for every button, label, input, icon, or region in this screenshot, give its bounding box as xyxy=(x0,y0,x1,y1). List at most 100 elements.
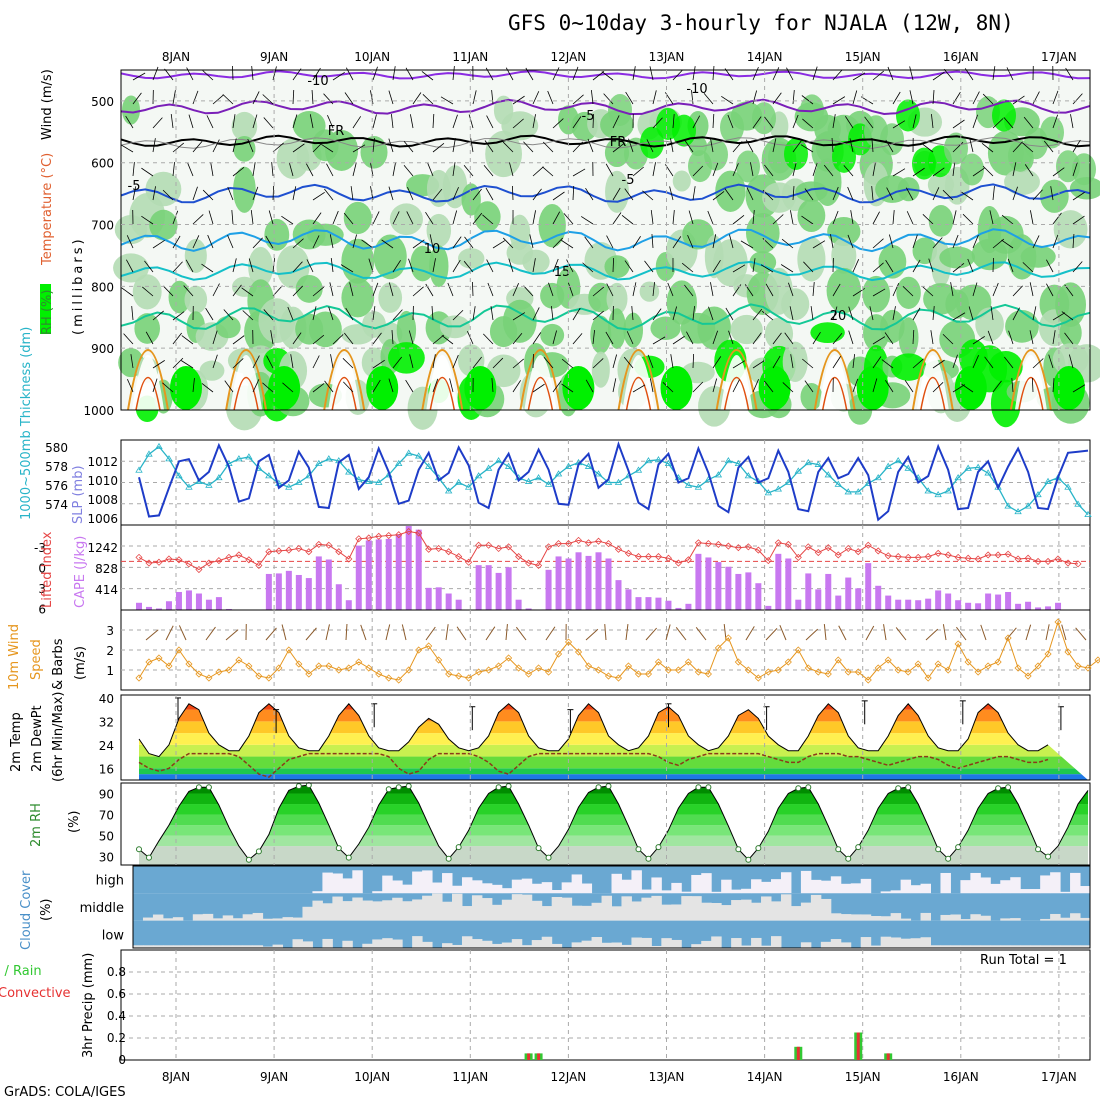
wind-speed-point xyxy=(904,668,912,676)
rh-shade-cell xyxy=(606,282,628,315)
wind-barb-10m xyxy=(456,626,467,641)
lifted-index-point xyxy=(934,549,942,557)
cape-bar xyxy=(755,583,762,610)
wind-barb xyxy=(667,282,674,297)
thickness-point xyxy=(145,450,153,457)
cloud-clear-cell xyxy=(212,945,224,948)
wind-barb xyxy=(707,210,714,225)
cloud-clear-cell xyxy=(1060,945,1071,948)
contour-label: 10 xyxy=(424,242,441,257)
wind-barb xyxy=(532,210,536,225)
lifted-index-point xyxy=(415,529,423,537)
wind-barb xyxy=(649,378,654,393)
isotherm-30 xyxy=(527,376,554,411)
wind-barb xyxy=(772,332,782,345)
cloud-layer-label: low xyxy=(102,928,125,943)
cloud-clear-cell xyxy=(521,878,533,894)
rh-shade-cell xyxy=(474,201,501,233)
thickness-point xyxy=(245,453,253,460)
wind-barb xyxy=(652,336,666,345)
wind-barb xyxy=(801,215,814,225)
cloud-clear-cell xyxy=(621,879,632,894)
wind-barb xyxy=(712,378,718,393)
thickness-ytick: 580 xyxy=(45,441,68,455)
cloud-clear-cell xyxy=(900,918,912,921)
wind-barb-10m xyxy=(838,625,847,641)
rh-point xyxy=(645,855,652,862)
wind-speed-point xyxy=(884,656,892,664)
thickness-point xyxy=(1084,510,1092,518)
wind-barb xyxy=(344,92,354,105)
wind-barb xyxy=(482,214,494,225)
rh-point xyxy=(835,846,842,853)
wind-speed-point xyxy=(624,662,633,670)
rh-shade-cell xyxy=(1004,168,1040,196)
wind-barb xyxy=(712,234,717,249)
lifted-index-point xyxy=(894,553,902,561)
lifted-index-point xyxy=(155,558,163,566)
wind-barb xyxy=(152,239,165,249)
wind-barb xyxy=(1001,239,1014,249)
upper-air-ytick: 800 xyxy=(91,280,114,294)
cloud-clear-cell xyxy=(621,896,632,921)
cloud-clear-cell xyxy=(1020,889,1031,894)
cloud-clear-cell xyxy=(601,942,612,948)
wind-barb xyxy=(152,117,163,129)
lifted-index-point xyxy=(764,557,772,565)
wind-barb xyxy=(470,138,474,153)
cape-ylabels: Lifted Index CAPE (J/kg) xyxy=(40,531,88,608)
wind-speed-point xyxy=(495,662,503,670)
wind-barb xyxy=(550,306,554,321)
wind-barb xyxy=(512,185,514,201)
wind-speed-point xyxy=(1084,664,1092,672)
wind-barb xyxy=(432,114,435,129)
thickness-line xyxy=(138,445,1089,516)
rh-shade-cell xyxy=(502,299,537,343)
cloud-clear-cell xyxy=(621,944,632,948)
cloud-clear-cell xyxy=(701,902,712,921)
wind-barb xyxy=(125,115,134,129)
boundary-layer-plume xyxy=(426,355,459,410)
cloud-clear-cell xyxy=(332,873,343,894)
cloud-clear-cell xyxy=(761,945,772,948)
wind-barb xyxy=(832,69,843,81)
cloud-clear-cell xyxy=(661,904,672,921)
wind-speed-point xyxy=(1074,662,1082,670)
cloud-clear-cell xyxy=(501,899,513,921)
wind-speed-point xyxy=(1024,672,1032,680)
wind-barb xyxy=(832,96,846,105)
rh-point xyxy=(655,844,662,851)
wind-barb xyxy=(972,355,979,369)
wind-barb xyxy=(1032,189,1043,201)
cape-bar xyxy=(1005,591,1012,610)
cape-bar xyxy=(275,573,282,610)
lifted-index-point xyxy=(235,551,243,559)
cloud-clear-cell xyxy=(452,885,463,894)
lifted-index-point xyxy=(634,553,643,561)
cloud-clear-cell xyxy=(392,880,403,894)
wind-barb xyxy=(909,66,914,81)
rh-point xyxy=(545,854,552,861)
lifted-index-point xyxy=(924,553,932,561)
cloud-clear-cell xyxy=(671,939,682,948)
wind-barb xyxy=(790,354,794,369)
rh-shade-cell xyxy=(264,218,290,251)
cloud-clear-cell xyxy=(990,945,1001,948)
cloud-clear-cell xyxy=(940,945,951,948)
wind-barb-10m xyxy=(515,626,527,641)
cloud-clear-cell xyxy=(701,940,712,948)
cloud-clear-cell xyxy=(471,880,483,894)
wind-barb xyxy=(712,114,715,129)
rh-shade-cell xyxy=(426,213,452,248)
cape-bar xyxy=(855,588,862,610)
cloud-clear-cell xyxy=(780,872,792,894)
cloud-clear-cell xyxy=(900,879,912,894)
wind-barb xyxy=(684,140,694,153)
wind-barb xyxy=(792,140,802,153)
lifted-index-point xyxy=(165,555,173,563)
wind-barb xyxy=(649,66,654,81)
cloud-clear-cell xyxy=(501,942,513,948)
wind-barb xyxy=(672,210,675,225)
rh-point xyxy=(935,846,942,853)
